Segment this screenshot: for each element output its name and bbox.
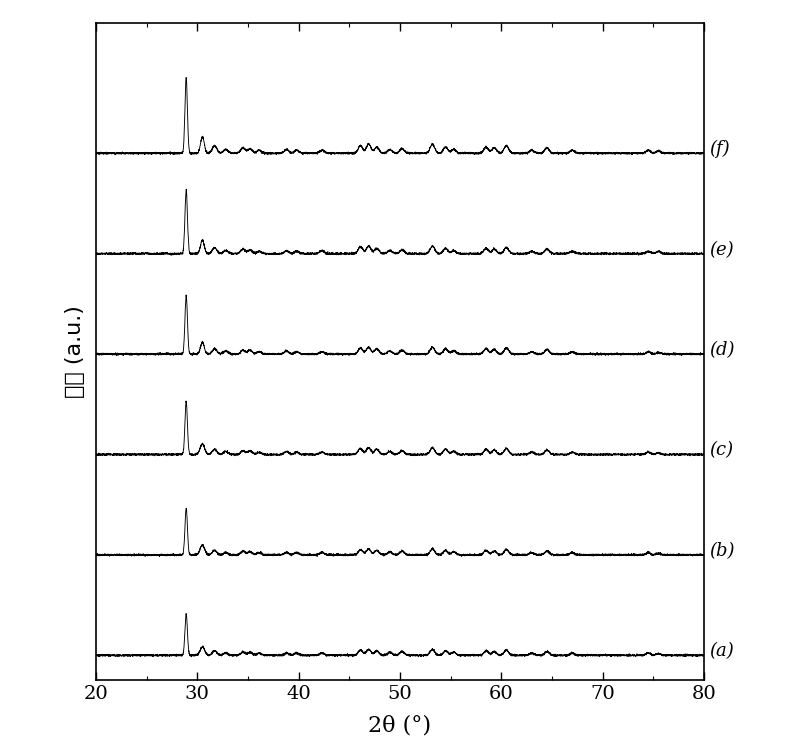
Text: (d): (d) [709,341,734,359]
Text: (f): (f) [709,140,730,158]
Text: (b): (b) [709,542,734,560]
Y-axis label: 强度 (a.u.): 强度 (a.u.) [65,305,85,398]
Text: (a): (a) [709,643,734,660]
Text: (e): (e) [709,240,734,259]
Text: (c): (c) [709,442,733,460]
X-axis label: 2θ (°): 2θ (°) [369,714,431,736]
